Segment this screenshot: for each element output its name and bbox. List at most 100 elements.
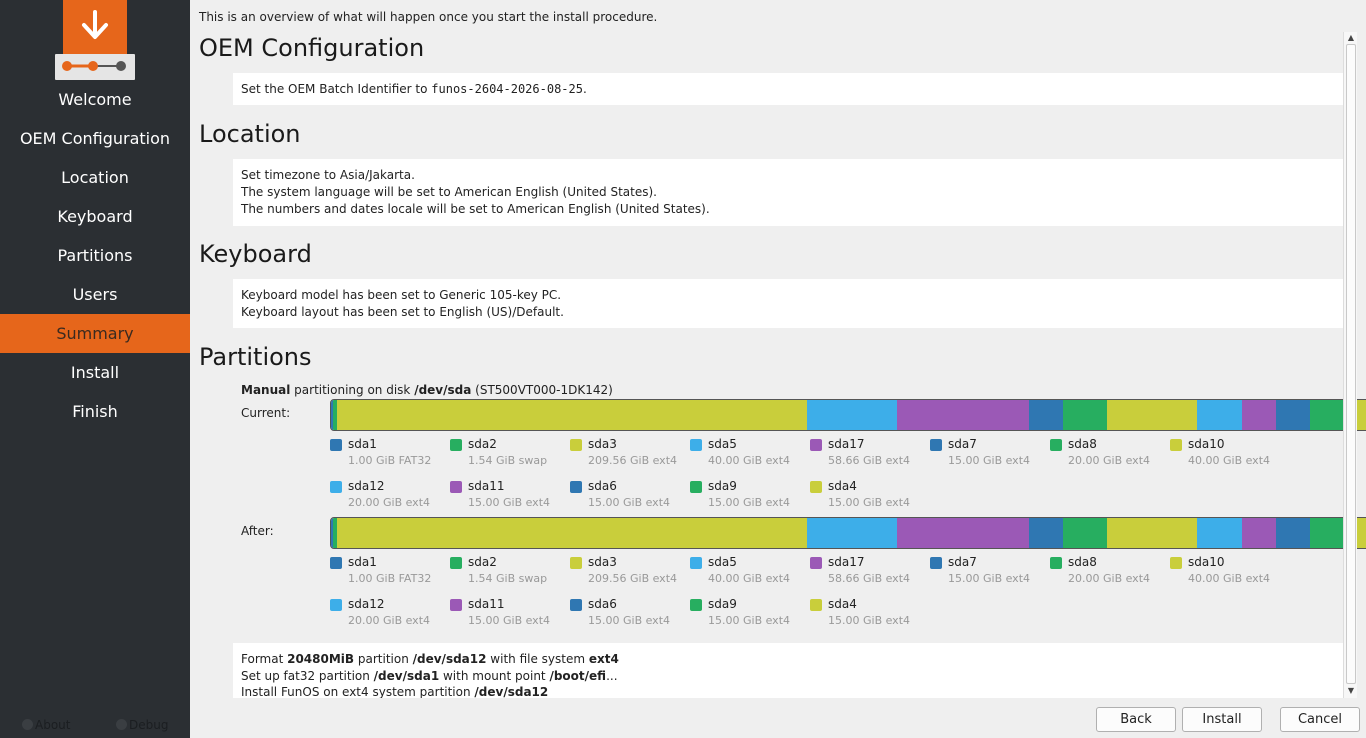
legend-size: 209.56 GiB ext4	[588, 572, 678, 585]
scroll-down-icon[interactable]: ▼	[1347, 686, 1355, 695]
oem-heading: OEM Configuration	[199, 34, 425, 62]
sidebar-item-summary[interactable]: Summary	[0, 314, 190, 353]
legend-name: sda3	[588, 555, 617, 569]
legend-name: sda9	[708, 479, 737, 493]
legend-name: sda1	[348, 555, 377, 569]
sidebar-item-install[interactable]: Install	[70, 363, 120, 382]
legend-swatch	[810, 557, 822, 569]
op-bold: 20480MiB	[287, 652, 355, 666]
legend-swatch	[930, 439, 942, 451]
progress-dots-icon	[62, 61, 126, 71]
legend-swatch	[330, 481, 342, 493]
location-line: Set timezone to Asia/Jakarta.	[241, 168, 415, 182]
legend-swatch	[690, 557, 702, 569]
legend-name: sda17	[828, 437, 865, 451]
legend-size: 15.00 GiB ext4	[708, 496, 791, 509]
keyboard-line: Keyboard model has been set to Generic 1…	[241, 288, 562, 302]
legend-size: 40.00 GiB ext4	[708, 454, 791, 467]
oem-batch-id: funos-2604-2026-08-25	[431, 82, 583, 96]
sidebar-item-welcome[interactable]: Welcome	[58, 90, 132, 109]
partition-segment-sda5	[807, 518, 898, 548]
operation-line: Set up fat32 partition /dev/sda1 with mo…	[241, 668, 1343, 685]
info-icon	[22, 719, 33, 730]
partition-segment-sda1	[331, 400, 334, 430]
legend-swatch	[330, 557, 342, 569]
partition-segment-sda8	[1062, 518, 1108, 548]
partition-segment-sda6	[1275, 400, 1310, 430]
legend-size: 58.66 GiB ext4	[828, 572, 911, 585]
partition-mode-text: partitioning on disk	[290, 383, 415, 397]
sidebar-item-location[interactable]: Location	[61, 168, 129, 187]
op-text: with mount point	[439, 668, 550, 683]
legend-swatch	[450, 557, 462, 569]
legend-swatch	[450, 481, 462, 493]
partition-mode-line: Manual partitioning on disk /dev/sda (ST…	[241, 383, 613, 397]
back-button[interactable]: Back	[1096, 707, 1176, 732]
partition-operations: Format 20480MiB partition /dev/sda12 wit…	[233, 643, 1343, 698]
install-button[interactable]: Install	[1182, 707, 1262, 732]
partition-segment-sda17	[897, 518, 1029, 548]
op-bold: /dev/sda1	[373, 668, 440, 683]
legend-swatch	[690, 481, 702, 493]
op-text: partition	[354, 652, 413, 666]
sidebar-item-finish[interactable]: Finish	[72, 402, 118, 421]
summary-scrollbar[interactable]: ▲ ▼	[1343, 32, 1357, 698]
summary-page: This is an overview of what will happen …	[190, 0, 1366, 738]
partition-mode: Manual	[241, 383, 291, 397]
legend-size: 40.00 GiB ext4	[708, 572, 791, 585]
legend-size: 1.00 GiB FAT32	[348, 572, 432, 585]
legend-name: sda2	[468, 555, 497, 569]
after-partition-bar	[330, 517, 1366, 549]
sidebar-item-keyboard[interactable]: Keyboard	[57, 207, 133, 226]
legend-name: sda3	[588, 437, 617, 451]
disk-path: /dev/sda	[414, 383, 472, 397]
debug-button[interactable]: Debug	[116, 718, 168, 732]
legend-name: sda9	[708, 597, 737, 611]
legend-size: 209.56 GiB ext4	[588, 454, 678, 467]
partition-segment-sda1	[331, 518, 334, 548]
partition-segment-sda10	[1107, 518, 1198, 548]
partition-segment-sda7	[1028, 518, 1063, 548]
op-text: ...	[606, 668, 618, 683]
legend-swatch	[450, 439, 462, 451]
operation-line: Install FunOS on ext4 system partition /…	[241, 684, 1343, 698]
partition-segment-sda2	[333, 400, 337, 430]
legend-size: 1.54 GiB swap	[468, 572, 548, 585]
legend-size: 15.00 GiB ext4	[468, 496, 551, 509]
op-bold: ext4	[588, 652, 619, 666]
sidebar-item-oem-configuration[interactable]: OEM Configuration	[19, 129, 171, 148]
about-label: About	[35, 718, 71, 732]
legend-name: sda6	[588, 597, 617, 611]
legend-size: 40.00 GiB ext4	[1188, 454, 1271, 467]
location-heading: Location	[199, 120, 301, 148]
legend-swatch	[330, 439, 342, 451]
partition-segment-sda8	[1062, 400, 1108, 430]
legend-name: sda7	[948, 437, 977, 451]
download-arrow-icon	[82, 10, 108, 39]
legend-size: 40.00 GiB ext4	[1188, 572, 1271, 585]
op-bold: /boot/efi	[549, 668, 607, 683]
legend-swatch	[690, 599, 702, 611]
current-label: Current:	[241, 406, 291, 420]
legend-name: sda5	[708, 555, 737, 569]
scroll-up-icon[interactable]: ▲	[1347, 33, 1355, 42]
legend-swatch	[930, 557, 942, 569]
about-button[interactable]: About	[22, 718, 70, 732]
location-section: Set timezone to Asia/Jakarta. The system…	[233, 159, 1343, 226]
scrollbar-thumb[interactable]	[1346, 44, 1356, 684]
legend-size: 15.00 GiB ext4	[588, 614, 671, 627]
legend-size: 15.00 GiB ext4	[948, 454, 1031, 467]
sidebar-item-partitions[interactable]: Partitions	[57, 246, 133, 265]
cancel-button[interactable]: Cancel	[1280, 707, 1360, 732]
legend-name: sda17	[828, 555, 865, 569]
partition-segment-sda2	[333, 518, 337, 548]
op-text: Set up fat32 partition	[241, 668, 374, 683]
legend-size: 20.00 GiB ext4	[348, 496, 431, 509]
legend-swatch	[570, 557, 582, 569]
installer-logo	[63, 0, 127, 54]
step-progress-indicator	[55, 54, 135, 80]
legend-name: sda12	[348, 597, 385, 611]
op-bold: /dev/sda12	[474, 685, 549, 698]
legend-size: 15.00 GiB ext4	[468, 614, 551, 627]
sidebar-item-users[interactable]: Users	[72, 285, 118, 304]
